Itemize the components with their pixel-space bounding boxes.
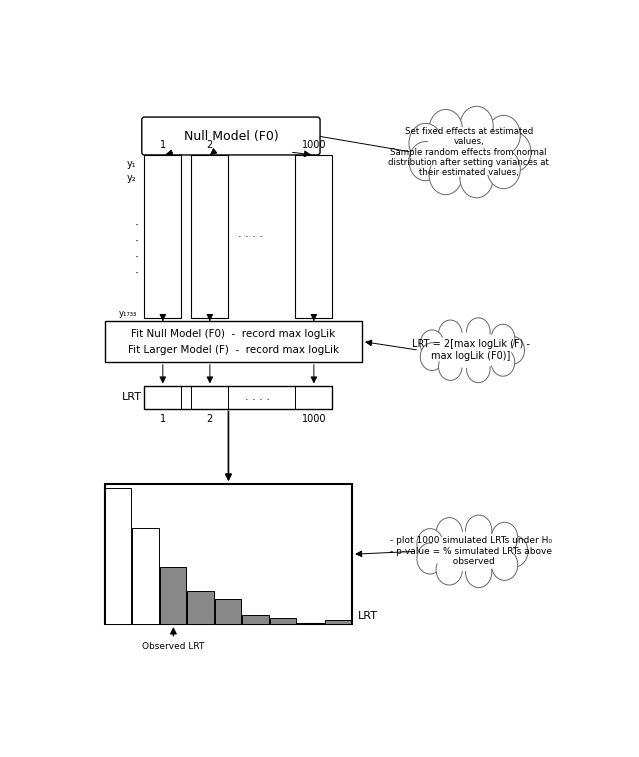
- FancyBboxPatch shape: [187, 590, 214, 625]
- FancyBboxPatch shape: [297, 622, 324, 625]
- FancyBboxPatch shape: [215, 599, 242, 625]
- Circle shape: [487, 115, 520, 154]
- Ellipse shape: [424, 127, 513, 177]
- Circle shape: [491, 348, 515, 376]
- Text: .: .: [135, 216, 139, 229]
- Text: LRT = 2[max logLik (F) -
max logLik (F0)]: LRT = 2[max logLik (F) - max logLik (F0)…: [412, 339, 530, 361]
- Text: Fit Larger Model (F)  -  record max logLik: Fit Larger Model (F) - record max logLik: [128, 345, 339, 356]
- Circle shape: [436, 554, 463, 585]
- Text: Set fixed effects at estimated
values,
Sample random effects from normal
distrib: Set fixed effects at estimated values, S…: [388, 126, 549, 177]
- Circle shape: [417, 528, 443, 559]
- Text: . . . .: . . . .: [238, 229, 263, 238]
- FancyBboxPatch shape: [132, 528, 159, 625]
- Text: 1000: 1000: [302, 140, 326, 151]
- Ellipse shape: [431, 332, 512, 368]
- Circle shape: [491, 550, 518, 581]
- Text: Fit Null Model (F0)  -  record max logLik: Fit Null Model (F0) - record max logLik: [131, 329, 335, 339]
- Circle shape: [466, 318, 490, 345]
- Text: y₁₇₃₃: y₁₇₃₃: [119, 309, 137, 318]
- Circle shape: [438, 320, 462, 347]
- FancyBboxPatch shape: [105, 488, 132, 625]
- Circle shape: [420, 330, 444, 357]
- Text: Observed LRT: Observed LRT: [142, 642, 204, 651]
- Circle shape: [438, 353, 462, 381]
- Circle shape: [501, 336, 525, 364]
- Circle shape: [409, 123, 442, 163]
- Circle shape: [420, 343, 444, 370]
- FancyBboxPatch shape: [144, 155, 181, 318]
- FancyBboxPatch shape: [144, 386, 181, 409]
- Circle shape: [409, 142, 442, 181]
- FancyBboxPatch shape: [160, 567, 187, 625]
- FancyBboxPatch shape: [142, 117, 320, 155]
- Circle shape: [466, 515, 492, 546]
- Text: . . . .: . . . .: [245, 392, 270, 403]
- Ellipse shape: [429, 531, 514, 572]
- Circle shape: [460, 159, 493, 198]
- Text: .: .: [135, 231, 139, 245]
- Circle shape: [466, 355, 490, 382]
- Text: - plot 1000 simulated LRTs under H₀
- p-value = % simulated LRTs above
  observe: - plot 1000 simulated LRTs under H₀ - p-…: [390, 537, 552, 566]
- FancyBboxPatch shape: [105, 484, 352, 625]
- FancyBboxPatch shape: [270, 618, 296, 625]
- FancyBboxPatch shape: [191, 155, 229, 318]
- Text: Null Model (F0): Null Model (F0): [183, 129, 279, 142]
- Circle shape: [429, 110, 463, 148]
- Text: 1: 1: [160, 140, 166, 151]
- Text: .: .: [135, 263, 139, 276]
- Circle shape: [498, 132, 531, 172]
- FancyBboxPatch shape: [295, 155, 332, 318]
- Circle shape: [460, 106, 493, 145]
- Text: LRT: LRT: [358, 611, 378, 621]
- Circle shape: [491, 522, 518, 553]
- Text: y₂: y₂: [127, 173, 137, 183]
- Circle shape: [429, 155, 463, 195]
- Text: 1: 1: [160, 414, 166, 425]
- Circle shape: [436, 518, 463, 549]
- FancyBboxPatch shape: [191, 386, 229, 409]
- Text: 1000: 1000: [302, 414, 326, 425]
- Circle shape: [466, 556, 492, 587]
- FancyBboxPatch shape: [242, 615, 269, 625]
- Text: y₁: y₁: [127, 159, 137, 169]
- Text: 2: 2: [207, 414, 213, 425]
- Circle shape: [491, 324, 515, 352]
- FancyBboxPatch shape: [325, 620, 351, 625]
- Text: LRT: LRT: [122, 392, 142, 403]
- FancyBboxPatch shape: [295, 386, 332, 409]
- Text: .: .: [135, 247, 139, 260]
- FancyBboxPatch shape: [105, 321, 362, 362]
- Circle shape: [487, 150, 520, 188]
- Text: 2: 2: [207, 140, 213, 151]
- Circle shape: [502, 536, 528, 567]
- Circle shape: [417, 543, 443, 574]
